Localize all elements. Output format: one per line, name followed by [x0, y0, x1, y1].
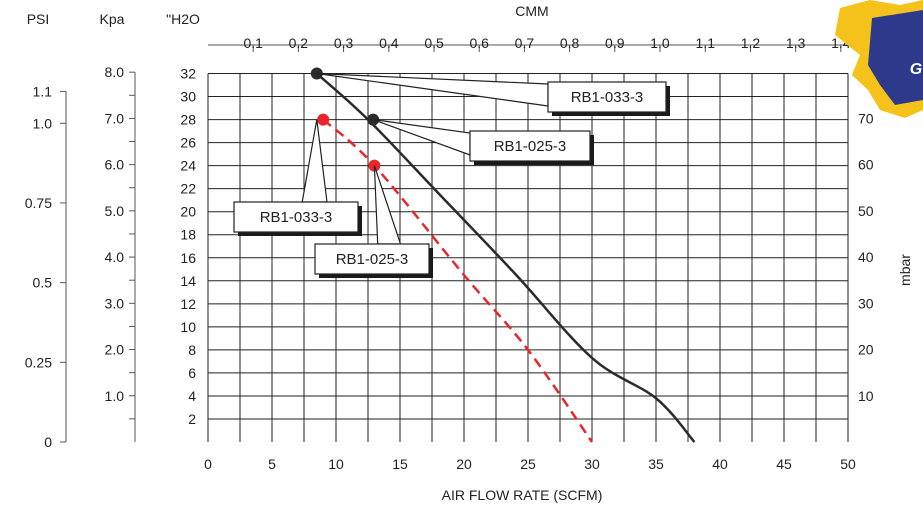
- inh2o-tick-label: 26: [180, 135, 196, 151]
- x-tick-label: 50: [840, 456, 856, 472]
- kpa-axis-title: Kpa: [100, 11, 125, 27]
- psi-tick-label: 0.5: [33, 275, 53, 291]
- callout-label: RB1-033-3: [571, 89, 644, 106]
- cmm-tick-label: 1.2: [741, 35, 761, 51]
- inh2o-tick-label: 24: [180, 158, 196, 174]
- kpa-tick-label: 1.0: [105, 388, 125, 404]
- x-tick-label: 15: [392, 456, 408, 472]
- axes: CMM PSI Kpa "H2O mbar AIR FLOW RATE (SCF…: [25, 3, 913, 503]
- kpa-tick-label: 4.0: [105, 249, 125, 265]
- x-tick-label: 25: [520, 456, 536, 472]
- x-tick-label: 10: [328, 456, 344, 472]
- cmm-tick-label: 0.5: [424, 35, 444, 51]
- x-tick-label: 30: [584, 456, 600, 472]
- cmm-tick-label: 0.4: [379, 35, 399, 51]
- kpa-tick-label: 6.0: [105, 157, 125, 173]
- cmm-tick-label: 0.9: [605, 35, 625, 51]
- inh2o-tick-label: 20: [180, 204, 196, 220]
- callout-label: RB1-025-3: [336, 251, 409, 268]
- mbar-axis-title: mbar: [897, 254, 913, 286]
- cmm-tick-label: 0.2: [289, 35, 309, 51]
- mbar-tick-label: 20: [858, 342, 874, 358]
- callouts: RB1-033-3 RB1-025-3 RB1-033-3 RB1-025-3: [234, 74, 670, 278]
- inh2o-tick-label: 10: [180, 319, 196, 335]
- callout-pointer: [302, 120, 327, 202]
- mbar-tick-label: 30: [858, 295, 874, 311]
- inh2o-tick-label: 4: [188, 388, 196, 404]
- x-tick-label: 5: [268, 456, 276, 472]
- psi-axis-title: PSI: [27, 11, 50, 27]
- inh2o-tick-label: 12: [180, 296, 196, 312]
- mbar-tick-label: 50: [858, 203, 874, 219]
- cmm-tick-label: 1.3: [786, 35, 806, 51]
- cmm-tick-label: 0.8: [560, 35, 580, 51]
- grid: [208, 74, 848, 442]
- psi-tick-label: 1.1: [33, 83, 53, 99]
- kpa-tick-label: 5.0: [105, 203, 125, 219]
- x-tick-label: 20: [456, 456, 472, 472]
- mbar-tick-label: 70: [858, 110, 874, 126]
- kpa-tick-label: 3.0: [105, 295, 125, 311]
- cmm-tick-label: 0.7: [515, 35, 535, 51]
- x-tick-label: 0: [204, 456, 212, 472]
- inh2o-tick-label: 28: [180, 112, 196, 128]
- x-tick-label: 40: [712, 456, 728, 472]
- psi-tick-label: 0.25: [25, 354, 52, 370]
- callout-pointer: [373, 120, 470, 155]
- inh2o-tick-label: 16: [180, 250, 196, 266]
- kpa-tick-label: 2.0: [105, 342, 125, 358]
- kpa-tick-label: 7.0: [105, 110, 125, 126]
- mbar-tick-label: 40: [858, 249, 874, 265]
- cmm-tick-label: 0.1: [243, 35, 263, 51]
- x-axis-title: AIR FLOW RATE (SCFM): [442, 487, 603, 503]
- series-marker-2: [317, 114, 329, 126]
- inh2o-tick-label: 32: [180, 66, 196, 82]
- callout-label: RB1-025-3: [494, 138, 567, 155]
- psi-tick-label: 0: [44, 434, 52, 450]
- inh2o-tick-label: 22: [180, 181, 196, 197]
- psi-tick-label: 1.0: [33, 115, 53, 131]
- inh2o-tick-label: 18: [180, 227, 196, 243]
- inh2o-tick-label: 2: [188, 411, 196, 427]
- inh2o-tick-label: 30: [180, 89, 196, 105]
- badge-letter: G: [910, 61, 922, 78]
- inh2o-tick-label: 14: [180, 273, 196, 289]
- cmm-tick-label: 1.0: [650, 35, 670, 51]
- inh2o-tick-label: 6: [188, 365, 196, 381]
- inh2o-axis-title: "H2O: [166, 11, 200, 27]
- x-tick-label: 45: [776, 456, 792, 472]
- mbar-tick-label: 10: [858, 388, 874, 404]
- inh2o-tick-label: 8: [188, 342, 196, 358]
- cmm-tick-label: 0.3: [334, 35, 354, 51]
- kpa-tick-label: 8.0: [105, 64, 125, 80]
- callout-pointer: [374, 166, 400, 244]
- psi-tick-label: 0.75: [25, 195, 52, 211]
- callout-label: RB1-033-3: [260, 209, 333, 226]
- cmm-tick-label: 0.6: [469, 35, 489, 51]
- mbar-tick-label: 60: [858, 157, 874, 173]
- x-tick-label: 35: [648, 456, 664, 472]
- cmm-axis-title: CMM: [515, 3, 548, 19]
- cmm-tick-label: 1.1: [696, 35, 716, 51]
